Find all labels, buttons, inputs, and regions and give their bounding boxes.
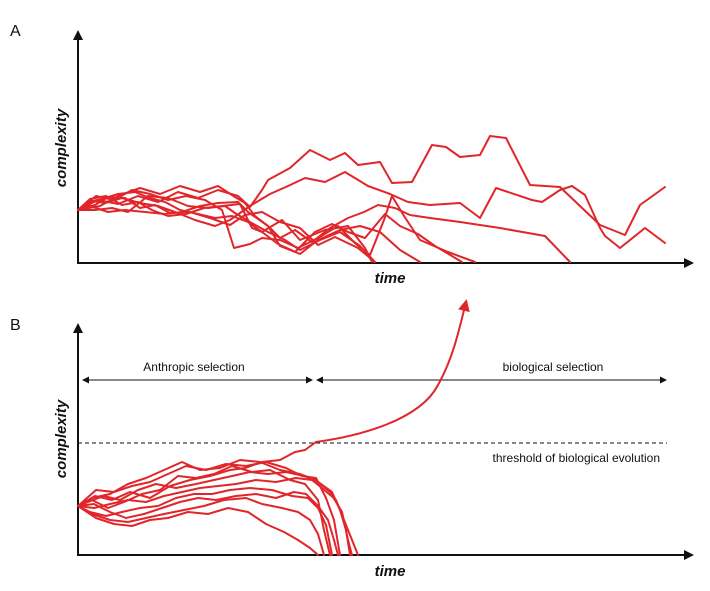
- panel-b-trace-4: [77, 477, 359, 556]
- panel-b: B complexity time Anthropic selection bi…: [10, 299, 694, 580]
- panel-a-trace-7: [77, 195, 376, 263]
- panel-a-letter: A: [10, 23, 21, 40]
- panel-a-y-axis-label: complexity: [53, 108, 70, 187]
- panel-b-trace-5: [77, 487, 333, 556]
- panel-b-trace-7: [77, 505, 319, 556]
- panel-b-traces: [77, 299, 470, 556]
- panel-a-trace-9: [77, 189, 476, 263]
- panel-b-trace-10: [77, 491, 339, 556]
- panel-b-trace-8: [77, 459, 353, 556]
- panel-a-x-axis-label: time: [375, 270, 406, 287]
- panel-a: A complexity time: [10, 23, 694, 287]
- panel-b-y-axis-label: complexity: [53, 399, 70, 478]
- panel-b-trace-6: [77, 497, 325, 556]
- panel-b-x-axis-label: time: [375, 563, 406, 580]
- panel-b-letter: B: [10, 317, 21, 334]
- panel-a-trace-6: [77, 191, 421, 263]
- panel-a-trace-4: [77, 201, 571, 263]
- panel-b-trace-9: [77, 471, 351, 556]
- panel-b-trace-1: [77, 441, 317, 507]
- threshold-label: threshold of biological evolution: [493, 451, 660, 465]
- panel-a-trace-8: [77, 195, 373, 263]
- panel-a-trace-3: [77, 196, 376, 263]
- biological-selection-label: biological selection: [503, 360, 604, 374]
- panel-b-escape-trace: [315, 299, 470, 443]
- panel-a-trace-2: [77, 171, 666, 249]
- panel-a-trace-1: [77, 135, 666, 236]
- panel-a-traces: [77, 135, 666, 263]
- panel-b-trace-2: [77, 465, 331, 556]
- anthropic-selection-label: Anthropic selection: [143, 360, 244, 374]
- panel-a-trace-5: [77, 185, 463, 263]
